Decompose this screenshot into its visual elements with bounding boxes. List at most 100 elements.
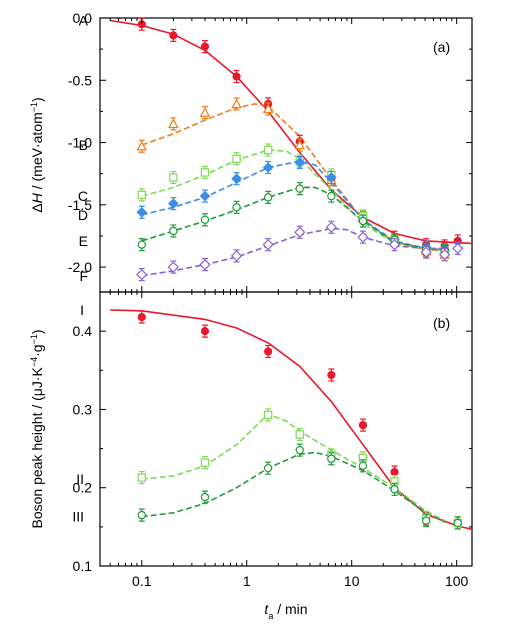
data-point-B: [136, 139, 147, 153]
data-point-E: [169, 224, 178, 238]
data-point-D: [231, 172, 242, 186]
series-labels-a: A B CDE F: [78, 12, 89, 283]
data-point-B: [262, 102, 274, 116]
data-point-F: [294, 225, 306, 239]
x-ticks-b: 0.1 1 10 100: [99, 292, 469, 589]
series-label-E: E: [79, 233, 88, 249]
y-tick-label-a: -1.5: [68, 197, 92, 213]
y-axis-label-a-unit: / (meV·atom: [29, 112, 45, 193]
data-point-C: [232, 152, 241, 166]
series-curve-III: [141, 451, 445, 523]
y-ticks-b: 0.1 0.2 0.3 0.4: [73, 323, 472, 574]
y-axis-label-a: ΔH / (meV·atom−1): [29, 97, 45, 212]
data-point-C: [263, 143, 273, 157]
data-point-F: [230, 249, 243, 263]
data-point-E: [232, 200, 241, 214]
panel-a: 0.0 -0.5 -1.0 -1.5 -2.0 A B CDE F (a) ΔH / (meV…: [29, 10, 473, 293]
points-a: [136, 17, 464, 282]
data-point-C: [200, 165, 210, 180]
y-axis-label-a-close: ): [29, 97, 45, 102]
data-point-II: [137, 470, 146, 485]
data-point-E: [295, 182, 304, 196]
data-point-I: [137, 310, 146, 324]
data-point-I: [264, 344, 273, 359]
data-point-III: [295, 443, 304, 457]
y-tick-label-a: -1.0: [68, 135, 92, 151]
data-point-B: [168, 117, 179, 131]
points-b: [137, 310, 462, 530]
y-axis-label-b: Boson peak height / (μJ·K−4·g−1): [29, 329, 45, 528]
y-tick-label-a: -2.0: [68, 259, 92, 275]
data-point-B: [294, 138, 305, 152]
data-point-F: [438, 248, 451, 262]
y-axis-label-a-exp: −1: [29, 102, 39, 112]
data-point-B: [199, 106, 211, 120]
series-curve-E: [141, 186, 445, 251]
data-point-E: [358, 214, 368, 228]
data-point-I: [200, 324, 210, 338]
series-label-III: III: [72, 509, 84, 525]
data-point-B: [231, 97, 242, 111]
y-axis-label-b-exp2: −1: [29, 334, 39, 344]
series-label-II: II: [76, 471, 84, 487]
data-point-E: [200, 213, 210, 227]
data-point-A: [200, 40, 210, 54]
data-point-A: [169, 28, 178, 43]
data-point-F: [452, 241, 464, 256]
x-axis-label-sub: a: [268, 611, 273, 621]
series-curve-A: [110, 19, 473, 245]
data-point-C: [137, 188, 146, 202]
data-point-F: [136, 267, 148, 282]
series-label-C: C: [78, 188, 88, 204]
data-point-F: [199, 258, 211, 272]
x-axis-label-symbol: t: [264, 601, 269, 617]
data-point-C: [169, 170, 178, 185]
data-point-E: [327, 189, 336, 203]
data-point-III: [263, 461, 273, 475]
data-point-A: [232, 69, 241, 84]
y-ticks-a: 0.0 -0.5 -1.0 -1.5 -2.0: [68, 10, 472, 275]
x-axis-label: ta / min: [264, 601, 307, 621]
y-tick-label-b: 0.2: [73, 480, 93, 496]
y-tick-label-b: 0.1: [73, 558, 93, 574]
data-point-F: [325, 220, 338, 234]
data-point-D: [294, 155, 306, 170]
series-curve-F: [141, 227, 445, 277]
series-label-D: D: [78, 207, 88, 223]
data-point-D: [136, 205, 148, 219]
data-point-F: [262, 238, 274, 252]
y-axis-label-b-text: Boson peak height / (μJ·K: [29, 366, 45, 528]
plot-frame-b: [99, 291, 473, 567]
data-point-D: [262, 160, 274, 175]
x-tick-label: 1: [243, 573, 251, 589]
y-tick-label-b: 0.3: [73, 401, 93, 417]
data-point-F: [167, 260, 180, 274]
data-point-II: [200, 456, 210, 470]
data-point-F: [420, 245, 432, 259]
series-label-B: B: [79, 137, 88, 153]
panel-label-a: (a): [433, 39, 450, 55]
data-point-E: [137, 238, 146, 252]
data-point-I: [327, 368, 336, 382]
data-point-III: [327, 452, 336, 466]
data-point-I: [358, 418, 368, 432]
data-point-F: [357, 230, 369, 244]
data-point-F: [388, 238, 401, 252]
data-point-III: [358, 459, 368, 473]
data-point-D: [199, 189, 211, 203]
panel-label-b: (b): [433, 315, 450, 331]
curves-b: [110, 309, 473, 530]
y-axis-label-a-symbol: H: [29, 192, 45, 203]
data-point-III: [453, 516, 462, 530]
data-point-III: [390, 482, 399, 496]
data-point-II: [263, 408, 273, 422]
data-point-D: [326, 170, 337, 185]
series-curve-II: [141, 413, 445, 522]
series-label-A: A: [79, 12, 89, 28]
y-tick-label-a: 0.0: [73, 10, 93, 26]
series-curve-D: [141, 160, 445, 251]
x-tick-label: 100: [445, 573, 469, 589]
